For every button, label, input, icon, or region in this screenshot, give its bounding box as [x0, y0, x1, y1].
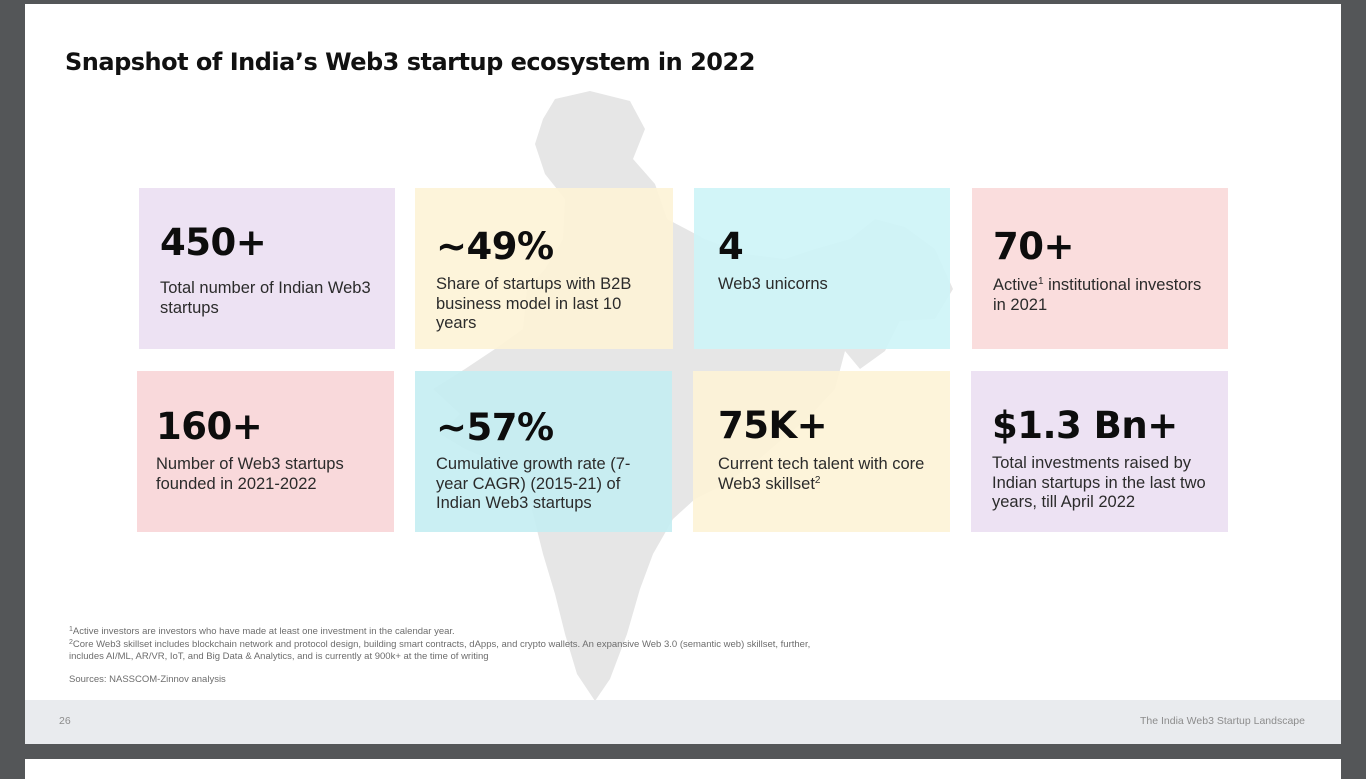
stat-card-startups-founded: 160+ Number of Web3 startups founded in …	[137, 371, 394, 532]
footnote-marker: 2	[814, 474, 821, 486]
stat-value: 450+	[160, 221, 267, 264]
stat-description: Cumulative growth rate (7-year CAGR) (20…	[436, 455, 631, 512]
footnote-1: 1Active investors are investors who have…	[69, 626, 455, 637]
document-page: Snapshot of India’s Web3 startup ecosyst…	[25, 4, 1341, 744]
report-name: The India Web3 Startup Landscape	[1139, 715, 1305, 727]
page-footer: 26 The India Web3 Startup Landscape	[25, 700, 1341, 744]
page-number: 26	[59, 715, 71, 727]
stat-card-active-investors: 70+ Active1 institutional investors in 2…	[972, 188, 1228, 349]
stat-value: 70+	[993, 225, 1075, 268]
stat-description: Share of startups with B2B business mode…	[436, 275, 632, 332]
footnote-2: 2Core Web3 skillset includes blockchain …	[69, 638, 811, 663]
stat-value: ~49%	[436, 225, 554, 268]
stat-value: ~57%	[436, 406, 554, 449]
next-page-edge	[25, 759, 1341, 779]
stat-description: Total number of Indian Web3 startups	[160, 279, 371, 317]
stat-description: Number of Web3 startups founded in 2021-…	[156, 455, 344, 493]
footnote-marker: 1	[1037, 276, 1044, 287]
stat-value: 75K+	[718, 404, 828, 447]
page-title: Snapshot of India’s Web3 startup ecosyst…	[65, 48, 755, 76]
stat-description: Web3 unicorns	[718, 275, 828, 293]
stat-card-total-investments: $1.3 Bn+ Total investments raised by Ind…	[971, 371, 1228, 532]
stat-value: 4	[718, 225, 744, 268]
stat-value: 160+	[156, 405, 263, 448]
stat-card-unicorns: 4 Web3 unicorns	[694, 188, 950, 349]
sources-note: Sources: NASSCOM-Zinnov analysis	[69, 674, 226, 685]
stat-card-b2b-share: ~49% Share of startups with B2B business…	[415, 188, 673, 349]
stat-description: Total investments raised by Indian start…	[992, 454, 1206, 511]
stat-description: Active1 institutional investors in 2021	[993, 276, 1202, 314]
stat-value: $1.3 Bn+	[992, 404, 1178, 447]
footnotes: 1Active investors are investors who have…	[69, 626, 829, 664]
stat-card-total-startups: 450+ Total number of Indian Web3 startup…	[139, 188, 395, 349]
stat-description: Current tech talent with core Web3 skill…	[718, 455, 925, 493]
stat-card-growth-rate: ~57% Cumulative growth rate (7-year CAGR…	[415, 371, 672, 532]
stat-card-tech-talent: 75K+ Current tech talent with core Web3 …	[693, 371, 950, 532]
